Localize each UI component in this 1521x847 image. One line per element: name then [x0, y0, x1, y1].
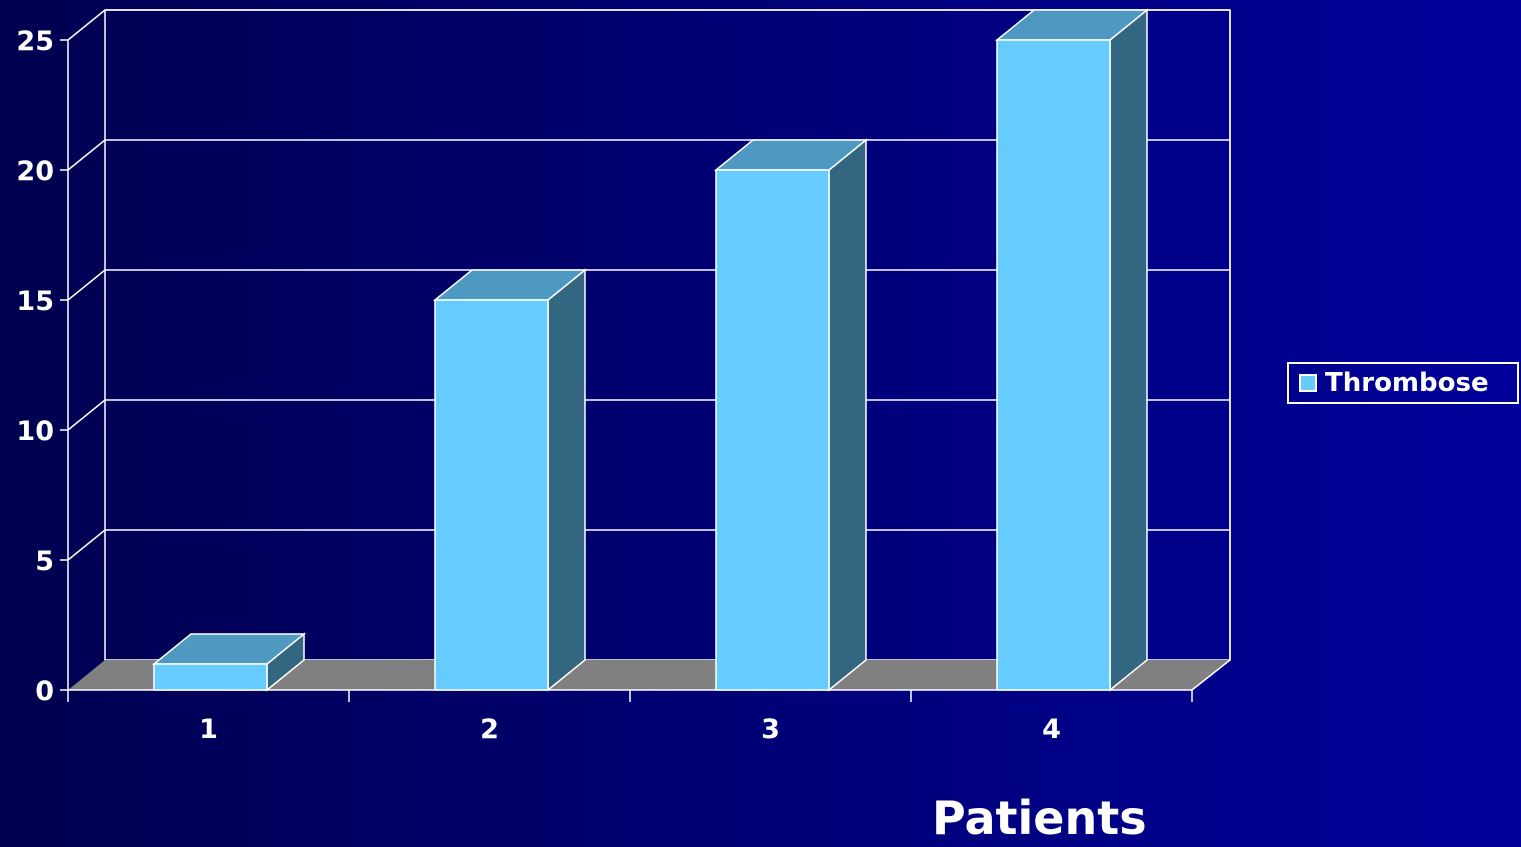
x-tick-label: 4: [1042, 714, 1061, 745]
gridline-diagonal: [67, 139, 106, 171]
bar-front-face: [715, 169, 830, 691]
y-tick-labels: 0 5 10 15 20 25: [16, 26, 54, 707]
floor-plane: [68, 660, 1230, 690]
gridline-diagonal: [67, 9, 106, 41]
y-tick-label: 5: [35, 546, 54, 577]
bar-3: [713, 138, 869, 692]
y-tick-label: 25: [16, 26, 54, 57]
x-tick-label: 1: [199, 714, 218, 745]
bar-side-face: [547, 268, 586, 692]
y-tick-label: 20: [16, 156, 54, 187]
bars: [151, 8, 1150, 692]
y-tick-label: 15: [16, 286, 54, 317]
bar-4: [994, 8, 1150, 692]
legend-swatch-thrombose: [1299, 374, 1317, 392]
x-axis-label: Patients: [932, 791, 1147, 845]
bar-1: [151, 632, 307, 692]
bar-front-face: [996, 39, 1111, 691]
gridline-diagonal: [67, 399, 106, 431]
bar-front-face: [153, 663, 268, 691]
bar-side-face: [828, 138, 867, 692]
floor-edge-right: [1191, 659, 1231, 691]
x-tick-labels: 1 2 3 4: [199, 714, 1061, 745]
y-tick-label: 0: [35, 676, 54, 707]
bar-front-face: [434, 299, 549, 691]
x-tick-label: 3: [761, 714, 780, 745]
legend-label-thrombose: Thrombose: [1325, 368, 1489, 398]
bar-2: [432, 268, 588, 692]
gridline-diagonal: [67, 269, 106, 301]
chart-floor: [68, 660, 1230, 690]
gridline-diagonal: [67, 529, 106, 561]
bar-side-face: [1109, 8, 1148, 692]
x-tick-label: 2: [480, 714, 499, 745]
y-tick-label: 10: [16, 416, 54, 447]
legend: Thrombose: [1287, 362, 1519, 404]
